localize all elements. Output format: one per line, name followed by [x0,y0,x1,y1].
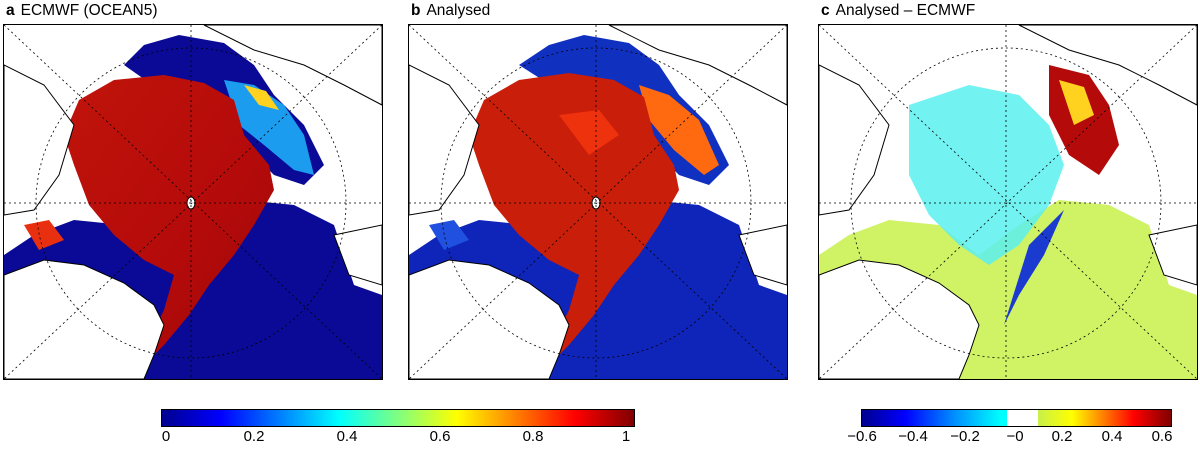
siberia-land [608,25,787,106]
panel-a-letter: a [6,2,15,19]
panel-c-letter: c [821,2,830,19]
scandinavia-land [1148,224,1197,286]
colorbar-2-tick-1: −0.4 [898,428,928,445]
pack-ice-region [64,75,274,355]
marginal-ice-zone [639,85,719,175]
canada-land [409,64,480,216]
greenland-land [819,259,980,379]
colorbar-2-tick-6: 0.6 [1151,428,1173,445]
ice-edge-negative-band [1004,210,1064,325]
panel-b-label: Analysed [426,2,491,19]
colorbar-2-tick-3: −0 [1006,428,1024,445]
map-b-graphic [409,25,787,379]
marginal-ice-zone [224,80,314,175]
map-panel-c [818,24,1198,380]
panel-a-title: a ECMWF (OCEAN5) [6,2,158,20]
panel-a-label: ECMWF (OCEAN5) [20,2,158,19]
siberia-land [203,25,382,106]
panel-b-title: b Analysed [411,2,490,20]
negative-difference-region [909,85,1064,265]
graticule [4,25,382,379]
map-a-graphic [4,25,382,379]
colorbar-difference [861,409,1172,427]
colorbar-1-tick-5: 1 [621,428,631,445]
colorbar-2-tick-4: 0.2 [1051,428,1073,445]
colorbar-2-tick-5: 0.4 [1101,428,1123,445]
siberia-land [1018,25,1197,106]
map-c-graphic [819,25,1197,379]
colorbar-1-tick-4: 0.8 [522,428,544,445]
ice-texture-patch [559,110,619,155]
ice-edge-band [244,85,279,110]
colorbar-1-tick-1: 0.2 [243,428,265,445]
map-panel-a [3,24,383,380]
panel-c-title: c Analysed – ECMWF [821,2,975,20]
scandinavia-land [333,224,382,286]
colorbar-2-tick-0: −0.6 [847,428,877,445]
map-panel-b [408,24,788,380]
greenland-land [409,259,570,379]
panel-c-label: Analysed – ECMWF [835,2,976,19]
graticule [409,25,787,379]
canada-land [4,64,75,216]
colorbar-concentration [161,409,635,427]
moderate-positive-region [1059,80,1094,125]
panel-b-letter: b [411,2,421,19]
graticule [819,25,1197,379]
pack-ice-region [469,73,679,355]
hudson-ice [24,220,64,250]
colorbar-1-tick-0: 0 [161,428,171,445]
scandinavia-land [738,224,787,286]
hudson-ice [429,220,469,250]
greenland-land [4,259,165,379]
colorbar-1-tick-3: 0.6 [429,428,451,445]
colorbar-1-tick-2: 0.4 [336,428,358,445]
colorbar-2-tick-2: −0.2 [950,428,980,445]
canada-land [819,64,890,216]
